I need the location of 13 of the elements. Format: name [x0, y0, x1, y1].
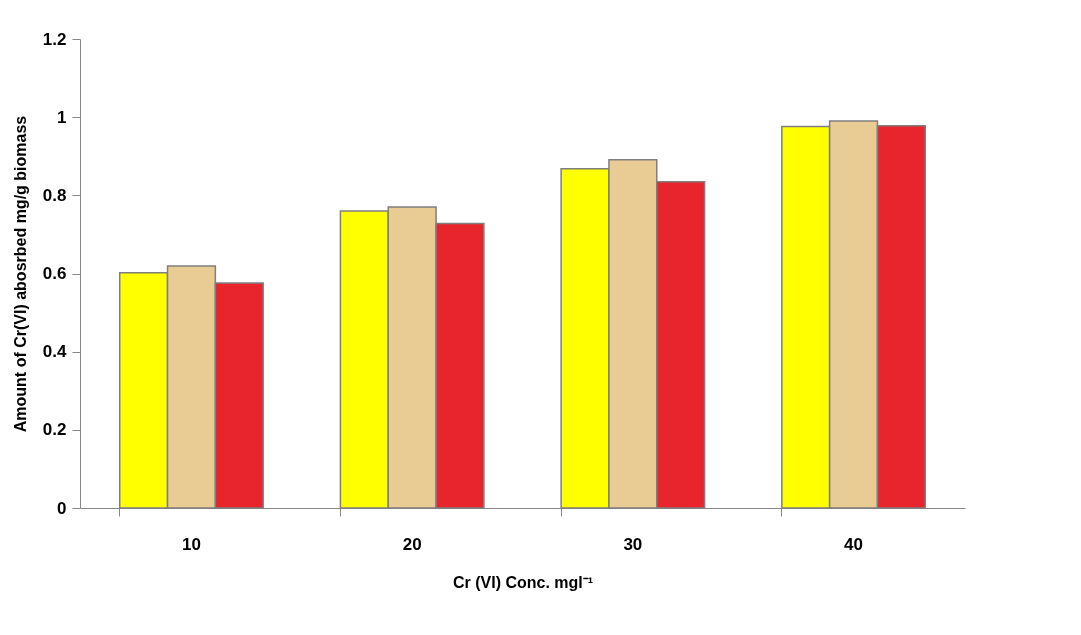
y-tick-label: 0.8: [42, 185, 67, 205]
x-tick-label: 30: [623, 534, 643, 554]
x-axis-title: Cr (VI) Conc. mgl⁻¹: [452, 573, 594, 591]
x-tick-label: 40: [844, 534, 864, 554]
y-axis-title: Amount of Cr(VI) abosrbed mg/g biomass: [11, 115, 29, 433]
y-tick-label: 0.4: [42, 342, 68, 362]
x-tick-label: 10: [181, 534, 201, 554]
y-tick-label: 0: [57, 498, 67, 518]
y-tick-label: 0.2: [42, 420, 67, 440]
y-tick-label: 1: [57, 107, 67, 127]
y-tick-label: 1.2: [42, 29, 67, 49]
x-tick-label: 20: [402, 534, 422, 554]
y-tick-label: 0.6: [42, 264, 67, 283]
